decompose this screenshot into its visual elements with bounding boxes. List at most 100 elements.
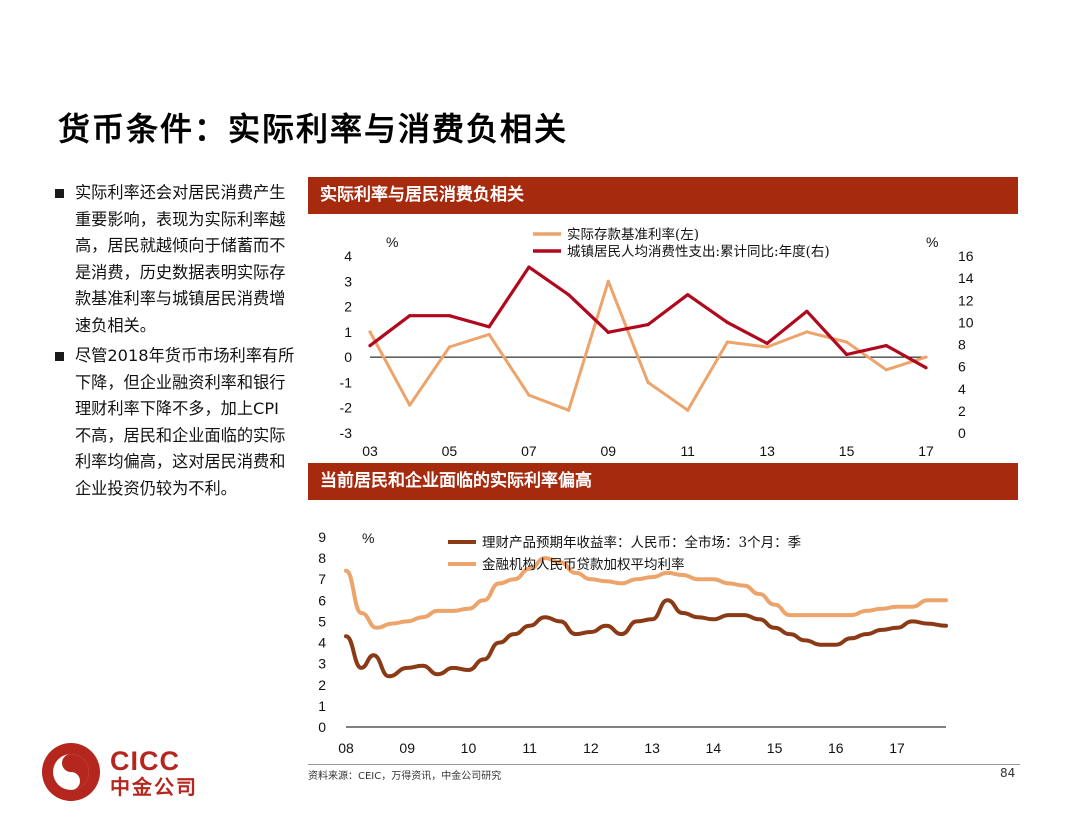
chart1-data-point [606,279,610,283]
chart2-data-point [421,615,425,619]
chart2-data-point [944,624,948,628]
chart1-series-line [369,265,927,370]
chart2-data-point [390,622,394,626]
chart2-x-tick-label: 08 [338,740,354,756]
chart1-data-point [368,330,372,334]
chart2-data-point [757,617,761,621]
chart2-data-point [574,571,578,575]
chart1-x-tick-label: 11 [680,443,695,459]
chart1-series-line [368,279,927,412]
chart2-data-point [864,609,868,613]
chart2-y-tick-label: 9 [318,529,326,545]
bullet-text: 实际利率还会对居民消费产生重要影响，表现为实际利率越高，居民就越倾向于储蓄而不是… [75,183,286,335]
chart2-y-tick-label: 3 [318,656,326,672]
chart2-data-point [558,619,562,623]
chart2-data-point [696,577,700,581]
chart2-data-point [635,577,639,581]
chart2-series-line [344,598,948,679]
chart2-legend-label: 理财产品预期年收益率：人民币：全市场：3个月：季 [482,534,801,551]
chart1-data-point [527,393,531,397]
chart2-y-tick-label: 0 [318,719,326,735]
chart2-data-point [574,632,578,636]
chart2-data-point [589,577,593,581]
chart2-data-point [482,598,486,602]
chart2-y-tick-label: 7 [318,571,326,587]
chart2-data-point [665,571,669,575]
bullet-item: 尽管2018年货币市场利率有所下降，但企业融资利率和银行理财利率下降不多，加上C… [55,343,295,502]
logo-chinese: 中金公司 [110,775,198,799]
chart1-data-point [924,366,928,370]
chart1-right-tick-label: 0 [958,425,966,441]
chart1-header: 实际利率与居民消费负相关 [308,177,1018,214]
chart2-data-point [818,613,822,617]
chart1-data-point [725,320,730,324]
chart2-data-point [834,613,838,617]
chart1-right-tick-label: 16 [958,248,974,264]
bullet-item: 实际利率还会对居民消费产生重要影响，表现为实际利率越高，居民就越倾向于储蓄而不是… [55,180,295,339]
chart2-y-axis-label: % [362,530,374,546]
chart2-data-point [926,622,930,626]
chart1-x-tick-label: 15 [839,443,855,459]
chart2-x-tick-label: 10 [461,740,477,756]
chart2-data-point [803,613,807,617]
chart2-data-point [387,674,391,678]
chart1-data-point [487,332,491,336]
chart2-data-point [436,609,440,613]
chart2-header: 当前居民和企业面临的实际利率偏高 [308,463,1018,500]
chart2-data-point [773,603,777,607]
chart2-data-point [620,581,624,585]
chart2-data-point [344,569,348,573]
chart2-x-tick-label: 09 [399,740,415,756]
chart1-data-point [686,293,690,297]
chart1-data-point [368,344,372,348]
chart2-data-point [849,613,853,617]
chart1-x-tick-label: 13 [759,443,775,459]
chart2-data-point [803,638,807,642]
chart2-data-point [405,619,409,623]
chart1-data-point [447,314,452,318]
footer-divider [308,764,1020,765]
chart2-data-point [558,560,562,564]
chart1-left-tick-label: 1 [344,324,352,340]
chart2-data-point [466,668,470,672]
chart1-right-tick-label: 12 [958,292,974,308]
chart2-data-point [895,626,899,630]
chart2-data-point [711,577,715,581]
chart2-data-point [497,641,501,645]
chart2-data-point [528,624,532,628]
chart2-data-point [711,617,715,621]
chart2-y-tick-label: 1 [318,698,326,714]
chart2-data-point [926,598,930,602]
chart2-data-point [497,581,501,585]
chart1-data-point [646,322,650,327]
chart2-y-tick-label: 6 [318,592,326,608]
chart2-data-point [910,605,914,609]
chart2-data-point [944,598,948,602]
chart1-data-point [566,293,571,297]
chart1-right-axis-label: % [926,234,938,250]
chart2-data-point [910,619,914,623]
chart2-data-point [895,605,899,609]
chart1-data-point [765,341,769,345]
chart2-data-point [528,567,532,571]
chart2-x-tick-label: 13 [644,740,660,756]
chart1-x-tick-label: 03 [362,443,378,459]
chart2-data-point [466,607,470,611]
chart2-data-point [742,613,746,617]
chart2-data-point [727,613,731,617]
chart2-legend-label: 金融机构人民币贷款加权平均利率 [482,556,685,573]
chart2-data-point [375,626,379,630]
chart1-x-tick-label: 17 [918,443,934,459]
cicc-logo-icon [42,743,100,801]
chart2-data-point [482,657,486,661]
chart2-data-point [604,624,608,628]
chart2-data-point [665,598,669,602]
chart1-data-point [725,340,730,344]
chart2-data-point [788,632,792,636]
chart2-y-tick-label: 5 [318,613,326,629]
chart2-data-point [359,611,363,615]
chart1-data-point [527,265,531,269]
chart1-right-tick-label: 6 [958,359,966,375]
chart2-x-tick-label: 17 [889,740,905,756]
